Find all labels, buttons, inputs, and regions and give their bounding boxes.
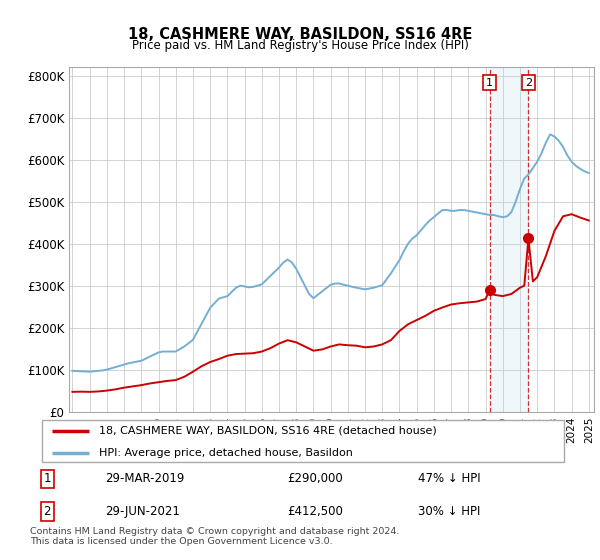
Text: £290,000: £290,000 (287, 473, 343, 486)
Text: 30% ↓ HPI: 30% ↓ HPI (418, 505, 480, 517)
Text: Price paid vs. HM Land Registry's House Price Index (HPI): Price paid vs. HM Land Registry's House … (131, 39, 469, 52)
Text: 18, CASHMERE WAY, BASILDON, SS16 4RE (detached house): 18, CASHMERE WAY, BASILDON, SS16 4RE (de… (100, 426, 437, 436)
Bar (490, 67, 529, 412)
Text: 29-JUN-2021: 29-JUN-2021 (104, 505, 179, 517)
Text: HPI: Average price, detached house, Basildon: HPI: Average price, detached house, Basi… (100, 448, 353, 458)
Text: 2: 2 (43, 505, 51, 517)
Text: 29-MAR-2019: 29-MAR-2019 (104, 473, 184, 486)
Text: 18, CASHMERE WAY, BASILDON, SS16 4RE: 18, CASHMERE WAY, BASILDON, SS16 4RE (128, 27, 472, 42)
Text: Contains HM Land Registry data © Crown copyright and database right 2024.
This d: Contains HM Land Registry data © Crown c… (30, 526, 400, 546)
Text: 2: 2 (525, 77, 532, 87)
Text: 47% ↓ HPI: 47% ↓ HPI (418, 473, 481, 486)
Text: 1: 1 (43, 473, 51, 486)
Text: £412,500: £412,500 (287, 505, 343, 517)
Text: 1: 1 (486, 77, 493, 87)
FancyBboxPatch shape (42, 420, 564, 462)
